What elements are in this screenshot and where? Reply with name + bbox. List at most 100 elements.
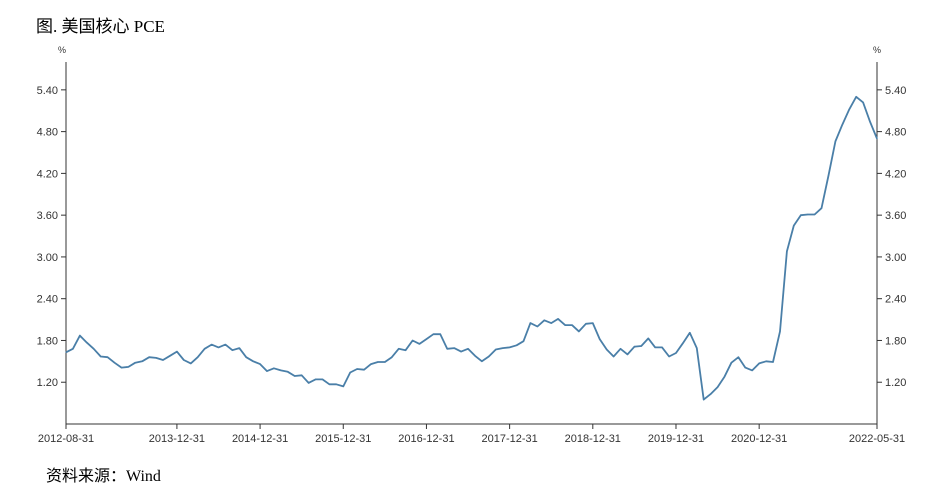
data-point — [245, 356, 247, 358]
left-tick-label: 1.80 — [37, 335, 58, 347]
data-point — [162, 359, 164, 361]
data-point — [481, 360, 483, 362]
data-point — [204, 348, 206, 350]
data-point — [356, 368, 358, 370]
data-point — [717, 386, 719, 388]
series-layer — [65, 95, 878, 401]
data-point — [273, 367, 275, 369]
data-point — [398, 348, 400, 350]
data-point — [675, 352, 677, 354]
data-point — [183, 359, 185, 361]
data-point — [703, 399, 705, 401]
data-point — [127, 366, 129, 368]
data-point — [238, 347, 240, 349]
x-tick-label: 2017-12-31 — [481, 433, 537, 445]
x-tick-label: 2019-12-31 — [648, 433, 704, 445]
data-point — [446, 348, 448, 350]
left-axis-unit: % — [58, 45, 66, 55]
data-point — [509, 346, 511, 348]
data-point — [308, 382, 310, 384]
data-point — [72, 348, 74, 350]
data-point — [564, 324, 566, 326]
left-tick-label: 1.20 — [37, 377, 58, 389]
data-point — [259, 363, 261, 365]
data-point — [516, 344, 518, 346]
data-point — [321, 378, 324, 380]
data-point — [682, 342, 684, 344]
data-point — [86, 342, 88, 344]
data-point — [529, 322, 532, 324]
data-point — [155, 357, 157, 359]
data-point — [391, 356, 393, 358]
data-point — [65, 351, 67, 353]
data-point — [633, 346, 636, 348]
data-point — [467, 348, 469, 350]
axes — [61, 62, 882, 429]
data-point — [578, 330, 580, 332]
right-tick-label: 4.80 — [885, 127, 906, 139]
data-point — [141, 360, 143, 362]
data-point — [502, 347, 504, 349]
data-point — [460, 351, 462, 353]
data-point — [266, 370, 268, 372]
data-point — [425, 338, 427, 340]
x-tick-label: 2020-12-31 — [731, 433, 787, 445]
data-point — [737, 356, 740, 358]
data-point — [543, 319, 545, 321]
data-point — [800, 214, 802, 216]
left-tick-label: 3.60 — [37, 210, 58, 222]
data-point — [231, 349, 233, 351]
data-point — [190, 362, 192, 364]
data-point — [689, 332, 691, 334]
data-point — [723, 376, 726, 378]
right-tick-label: 1.80 — [885, 335, 906, 347]
data-point — [453, 347, 455, 349]
data-point — [744, 367, 746, 369]
data-point — [619, 348, 622, 350]
data-point — [488, 355, 490, 358]
right-tick-label: 1.20 — [885, 377, 906, 389]
data-point — [841, 124, 843, 126]
data-point — [363, 369, 365, 371]
x-tick-label: 2015-12-31 — [315, 433, 371, 445]
data-point — [79, 335, 81, 337]
data-point — [855, 96, 857, 98]
x-tick-label: 2016-12-31 — [398, 433, 454, 445]
data-point — [328, 383, 330, 385]
data-point — [370, 363, 372, 365]
data-point — [786, 250, 788, 252]
data-point — [807, 213, 809, 216]
data-point — [550, 322, 552, 324]
data-point — [335, 383, 337, 385]
data-point — [862, 101, 864, 103]
data-point — [100, 355, 102, 358]
right-tick-label: 4.20 — [885, 168, 906, 180]
data-point — [495, 348, 497, 351]
data-point — [557, 318, 559, 320]
right-tick-label: 5.40 — [885, 85, 906, 97]
chart-title: 图. 美国核心 PCE — [36, 17, 165, 36]
data-point — [654, 346, 656, 348]
data-point — [661, 346, 663, 348]
data-point — [217, 346, 220, 348]
data-point — [585, 323, 587, 325]
data-point — [834, 140, 837, 142]
left-tick-label: 5.40 — [37, 85, 58, 97]
data-point — [113, 362, 116, 364]
data-point — [148, 356, 150, 358]
data-point — [418, 343, 421, 345]
data-point — [169, 355, 171, 357]
right-tick-label: 2.40 — [885, 294, 906, 306]
data-point — [571, 324, 573, 326]
data-point — [384, 361, 386, 363]
data-point — [93, 348, 95, 350]
x-tick-label: 2018-12-31 — [565, 433, 621, 445]
data-point — [342, 385, 344, 387]
data-point — [869, 121, 871, 123]
data-point — [772, 361, 774, 363]
data-point — [287, 371, 289, 373]
data-point — [793, 225, 795, 227]
data-point — [301, 374, 303, 376]
data-point — [779, 330, 781, 332]
